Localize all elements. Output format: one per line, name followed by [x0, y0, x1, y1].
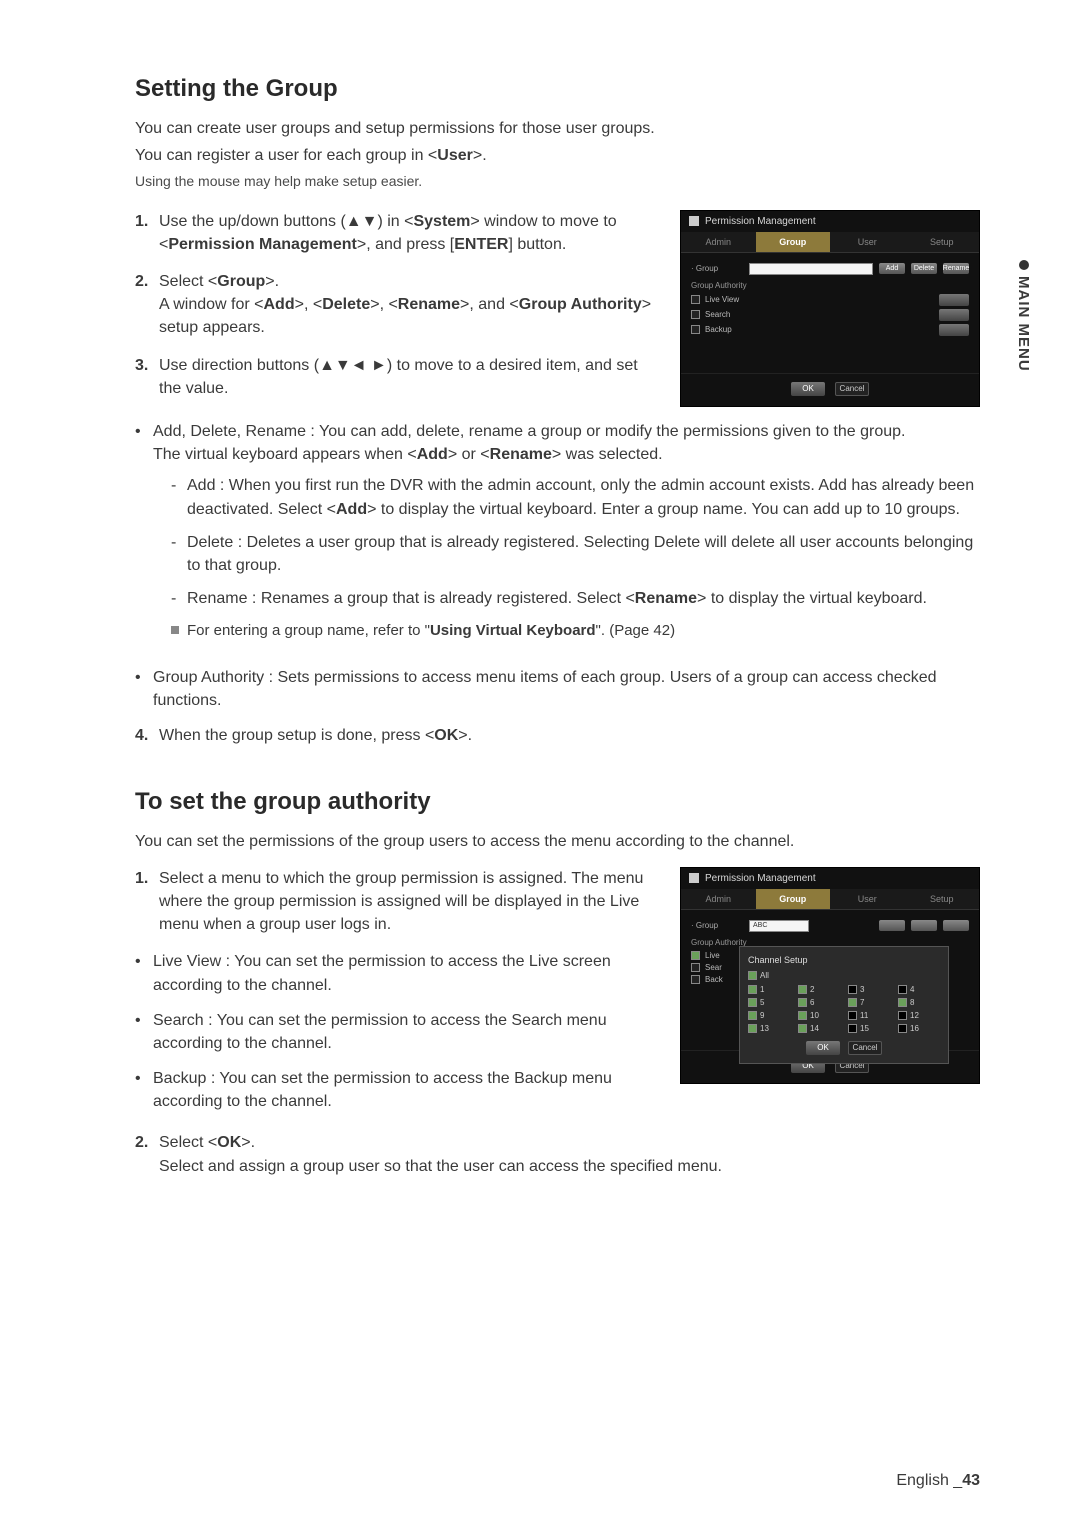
s1-note: Using the mouse may help make setup easi…	[135, 171, 980, 191]
side-tab: MAIN MENU	[1015, 260, 1032, 372]
step-num-1: 1.	[135, 210, 159, 256]
screenshot-panel-1: Permission Management Admin Group User S…	[680, 210, 980, 407]
side-tab-label: MAIN MENU	[1015, 276, 1032, 372]
channel-11[interactable]: 11	[848, 1011, 890, 1020]
channel-grid: 12345678910111213141516	[748, 985, 940, 1033]
panel1-tabs: Admin Group User Setup	[681, 232, 979, 253]
rename-button[interactable]: Rename	[943, 263, 969, 274]
tab2-setup[interactable]: Setup	[905, 889, 980, 909]
channel-6[interactable]: 6	[798, 998, 840, 1007]
panel2-title: Permission Management	[681, 868, 979, 889]
footer-lang: English	[896, 1472, 948, 1489]
channel-10[interactable]: 10	[798, 1011, 840, 1020]
s1-p1: You can create user groups and setup per…	[135, 117, 980, 140]
panel1-ok[interactable]: OK	[791, 382, 825, 396]
side-tab-dot	[1019, 260, 1029, 270]
add-button[interactable]: Add	[879, 263, 905, 274]
group-input[interactable]	[749, 263, 873, 275]
s1-bullet1: Add, Delete, Rename : You can add, delet…	[153, 420, 980, 654]
s1-step4: When the group setup is done, press <OK>…	[159, 724, 980, 747]
s2-step-num-2: 2.	[135, 1131, 159, 1177]
s1-step3: Use direction buttons (▲▼◄ ►) to move to…	[159, 354, 660, 400]
screenshot-panel-2: Permission Management Admin Group User S…	[680, 867, 980, 1084]
s1-p2: You can register a user for each group i…	[135, 144, 980, 167]
s1-dash2: Delete : Deletes a user group that is al…	[187, 531, 980, 577]
s2-b3: Backup : You can set the permission to a…	[153, 1067, 660, 1113]
channel-5[interactable]: 5	[748, 998, 790, 1007]
s2-step-num-1: 1.	[135, 867, 159, 937]
s1-bullet2: Group Authority : Sets permissions to ac…	[153, 666, 980, 712]
channel-4[interactable]: 4	[898, 985, 940, 994]
cb-liveview[interactable]: Live View	[691, 294, 969, 306]
section1-title: Setting the Group	[135, 75, 980, 103]
cb-search[interactable]: Search	[691, 309, 969, 321]
channel-7[interactable]: 7	[848, 998, 890, 1007]
panel1-cancel[interactable]: Cancel	[835, 382, 869, 396]
channel-8[interactable]: 8	[898, 998, 940, 1007]
channel-setup-popup: Channel Setup All 1234567891011121314151…	[739, 946, 949, 1064]
step-num-3: 3.	[135, 354, 159, 400]
search-btn[interactable]	[939, 309, 969, 321]
panel1-title: Permission Management	[681, 211, 979, 232]
channel-14[interactable]: 14	[798, 1024, 840, 1033]
group-dropdown[interactable]: ABC	[749, 920, 809, 932]
s1-dash1: Add : When you first run the DVR with th…	[187, 474, 980, 520]
note-icon	[171, 626, 179, 634]
user-icon-2	[689, 873, 699, 883]
step-num-2: 2.	[135, 270, 159, 340]
ref-note: For entering a group name, refer to "Usi…	[171, 620, 980, 642]
backup-btn[interactable]	[939, 324, 969, 336]
tab2-user[interactable]: User	[830, 889, 905, 909]
delete-button[interactable]: Delete	[911, 263, 937, 274]
tab-group[interactable]: Group	[756, 232, 831, 252]
add-button-2[interactable]	[879, 920, 905, 931]
tab2-admin[interactable]: Admin	[681, 889, 756, 909]
popup-ok[interactable]: OK	[806, 1041, 840, 1055]
user-icon	[689, 216, 699, 226]
popup-title: Channel Setup	[748, 955, 940, 965]
s2-b2: Search : You can set the permission to a…	[153, 1009, 660, 1055]
delete-button-2[interactable]	[911, 920, 937, 931]
popup-cancel[interactable]: Cancel	[848, 1041, 882, 1055]
channel-9[interactable]: 9	[748, 1011, 790, 1020]
channel-1[interactable]: 1	[748, 985, 790, 994]
s1-dash3: Rename : Renames a group that is already…	[187, 587, 927, 610]
tab2-group[interactable]: Group	[756, 889, 831, 909]
channel-3[interactable]: 3	[848, 985, 890, 994]
group-authority-label: Group Authority	[691, 281, 969, 290]
group-label: · Group	[691, 264, 743, 273]
s2-step1: Select a menu to which the group permiss…	[159, 867, 660, 937]
cb-all[interactable]: All	[748, 971, 940, 980]
channel-13[interactable]: 13	[748, 1024, 790, 1033]
tab-admin[interactable]: Admin	[681, 232, 756, 252]
channel-16[interactable]: 16	[898, 1024, 940, 1033]
tab-user[interactable]: User	[830, 232, 905, 252]
group-label-2: · Group	[691, 921, 743, 930]
cb-backup[interactable]: Backup	[691, 324, 969, 336]
step-num-4: 4.	[135, 724, 159, 747]
channel-2[interactable]: 2	[798, 985, 840, 994]
panel2-tabs: Admin Group User Setup	[681, 889, 979, 910]
liveview-btn[interactable]	[939, 294, 969, 306]
s2-b1: Live View : You can set the permission t…	[153, 950, 660, 996]
s2-intro: You can set the permissions of the group…	[135, 830, 980, 853]
s1-step1: Use the up/down buttons (▲▼) in <System>…	[159, 210, 660, 256]
rename-button-2[interactable]	[943, 920, 969, 931]
s2-step2: Select <OK>. Select and assign a group u…	[159, 1131, 980, 1177]
footer-page: 43	[962, 1472, 980, 1489]
tab-setup[interactable]: Setup	[905, 232, 980, 252]
s1-step2: Select <Group>. A window for <Add>, <Del…	[159, 270, 660, 340]
page-footer: English _43	[896, 1472, 980, 1490]
channel-12[interactable]: 12	[898, 1011, 940, 1020]
channel-15[interactable]: 15	[848, 1024, 890, 1033]
footer-sep: _	[953, 1472, 962, 1489]
section2-title: To set the group authority	[135, 788, 980, 816]
